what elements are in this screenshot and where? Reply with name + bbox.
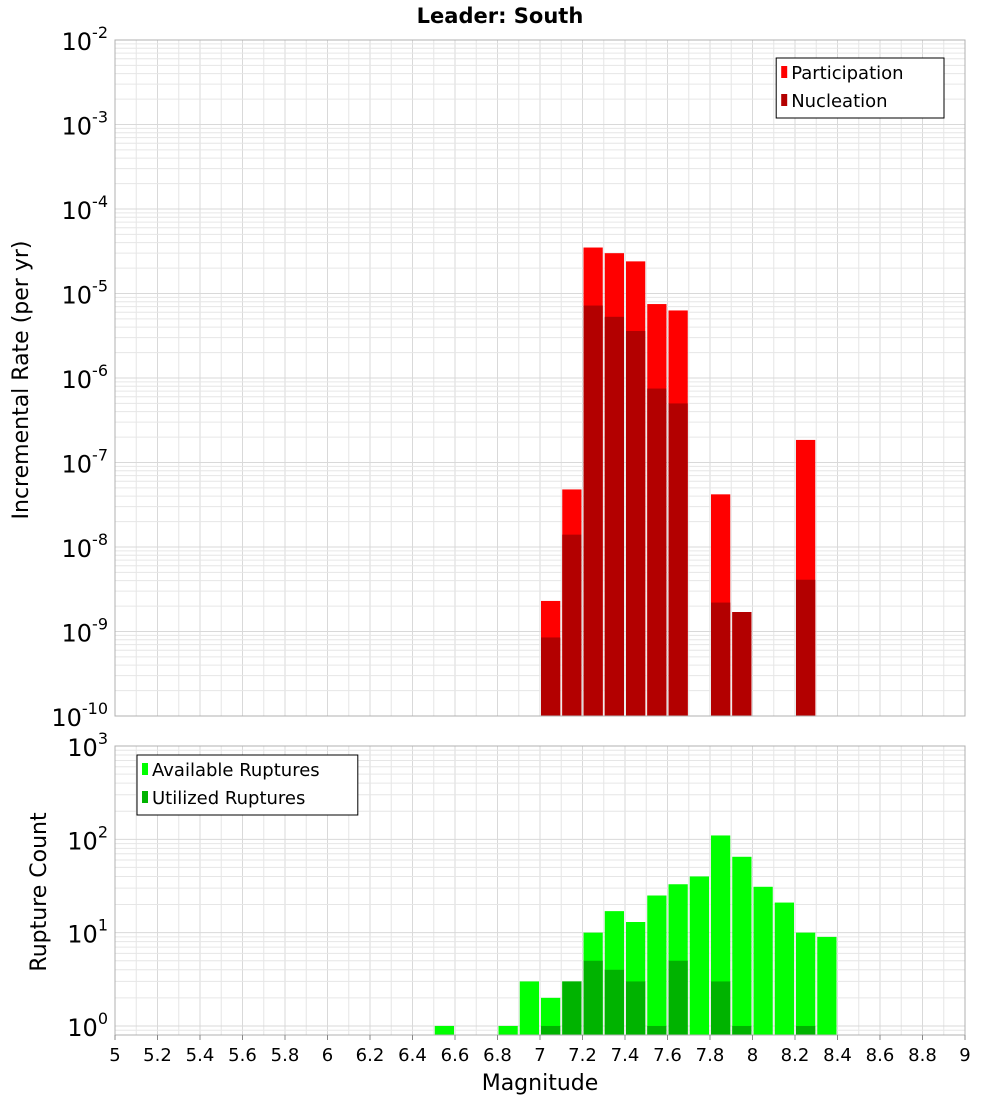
x-tick-label: 5.4 [186, 1045, 215, 1066]
bar [626, 330, 646, 716]
legend-label: Available Ruptures [152, 760, 320, 781]
bar [774, 902, 794, 1035]
count-legend: Available Ruptures Utilized Ruptures [136, 754, 359, 816]
bar [647, 895, 667, 1035]
x-tick-label: 7.6 [653, 1045, 682, 1066]
rate-plot-frame [114, 39, 966, 717]
x-tick-label: 7 [534, 1045, 545, 1066]
y-tick-label: 10-7 [62, 446, 109, 479]
count-panel: 100 101 102 103 Available Ruptures Utilized R… [67, 729, 966, 1042]
bar [668, 403, 688, 716]
x-tick-label: 9 [959, 1045, 970, 1066]
legend-label: Participation [791, 63, 903, 84]
series-utilized-ruptures [541, 960, 816, 1035]
x-axis-label: Magnitude [482, 1071, 599, 1096]
legend-swatch [142, 763, 148, 775]
legend-box [775, 57, 945, 119]
x-tick-label: 5.6 [228, 1045, 257, 1066]
x-tick-label: 8.8 [908, 1045, 937, 1066]
bar [647, 388, 667, 716]
count-y-axis-label: Rupture Count [27, 812, 52, 972]
bar [541, 997, 561, 1035]
bar [732, 1025, 752, 1035]
bar [519, 981, 539, 1035]
bar [541, 1025, 561, 1035]
y-tick-label: 10-2 [62, 23, 109, 56]
rate-panel: 10-10 10-9 10-8 10-7 10-6 10-5 10-4 10-3 10-2 Par… [51, 23, 966, 732]
bar [583, 305, 603, 716]
y-tick-label: 10-4 [62, 192, 109, 225]
y-tick-label: 10-8 [62, 530, 109, 563]
x-tick-label: 8.4 [823, 1045, 852, 1066]
y-tick-label: 10-3 [62, 108, 109, 141]
x-tick-label: 6.8 [483, 1045, 512, 1066]
y-tick-label: 101 [67, 916, 108, 949]
rate-legend: Participation Nucleation [775, 57, 945, 119]
bar [604, 969, 624, 1035]
x-tick-label: 8.6 [866, 1045, 895, 1066]
y-tick-label: 100 [67, 1009, 108, 1042]
bar [562, 534, 582, 716]
legend-swatch [781, 94, 788, 106]
bar [732, 856, 752, 1035]
x-tick-label: 7.2 [568, 1045, 597, 1066]
rate-gridlines [114, 39, 966, 717]
x-tick-label: 7.4 [611, 1045, 640, 1066]
bar [668, 960, 688, 1035]
legend-swatch [781, 66, 788, 78]
x-tick-label: 6.4 [398, 1045, 427, 1066]
bar [434, 1025, 454, 1035]
y-tick-label: 102 [67, 822, 108, 855]
bar [562, 981, 582, 1035]
legend-label: Utilized Ruptures [152, 788, 305, 809]
bar [647, 1025, 667, 1035]
y-tick-label: 10-5 [62, 277, 109, 310]
bar [732, 612, 752, 716]
x-tick-label: 6.2 [356, 1045, 385, 1066]
legend-swatch [142, 791, 148, 803]
bar [689, 876, 709, 1035]
count-y-ticks: 100 101 102 103 [67, 729, 108, 1042]
y-tick-label: 10-9 [62, 615, 109, 648]
x-axis: 5 5.2 5.4 5.6 5.8 6 6.2 6.4 6.6 6.8 7 7.2 7.4 7.6 7.8 8… [109, 1035, 971, 1066]
rate-y-ticks: 10-10 10-9 10-8 10-7 10-6 10-5 10-4 10-3 10-2 [51, 23, 108, 732]
bar [753, 886, 773, 1035]
legend-label: Nucleation [791, 91, 887, 112]
bar [498, 1025, 518, 1035]
rate-y-axis-label: Incremental Rate (per yr) [9, 241, 34, 520]
series-nucleation [541, 305, 816, 716]
bar [604, 316, 624, 716]
bar [796, 579, 816, 716]
x-tick-label: 7.8 [696, 1045, 725, 1066]
y-tick-label: 10-10 [51, 699, 108, 732]
bar [796, 932, 816, 1035]
x-tick-label: 8 [747, 1045, 758, 1066]
bar [626, 981, 646, 1035]
chart-title: Leader: South [417, 4, 584, 28]
y-tick-label: 103 [67, 729, 108, 762]
bar [711, 981, 731, 1035]
x-tick-label: 5.2 [143, 1045, 172, 1066]
bar [711, 602, 731, 716]
x-tick-label: 6.6 [441, 1045, 470, 1066]
bar [817, 936, 837, 1035]
x-tick-label: 8.2 [781, 1045, 810, 1066]
y-tick-label: 10-6 [62, 361, 109, 394]
bar [796, 1025, 816, 1035]
x-tick-label: 5 [109, 1045, 120, 1066]
x-tick-label: 6 [322, 1045, 333, 1066]
bar [541, 637, 561, 716]
bar [583, 960, 603, 1035]
x-tick-label: 5.8 [271, 1045, 300, 1066]
legend-box [136, 754, 359, 816]
